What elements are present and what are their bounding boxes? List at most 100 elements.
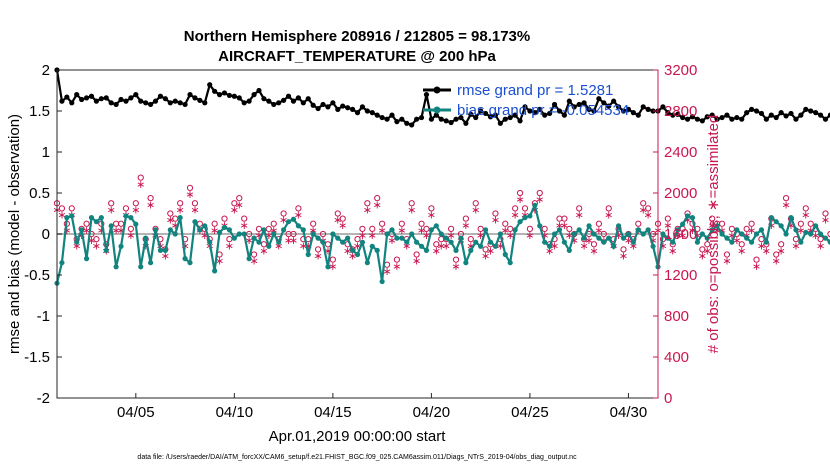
rmse-point [310,102,316,108]
bias-point [246,256,252,262]
obs-assimilated-marker: ∗ [146,199,155,211]
bias-point [64,215,70,221]
bias-point [478,243,484,249]
rmse-point [753,108,760,114]
rmse-point [763,116,769,122]
obs-assimilated-marker: ∗ [378,225,387,237]
obs-possible-marker [718,220,726,227]
obs-assimilated-marker: ∗ [274,240,283,252]
rmse-point [251,92,257,98]
bias-point [788,215,794,221]
obs-possible-marker [58,205,66,212]
bias-point [197,227,203,233]
bias-point [793,227,799,233]
obs-assimilated-marker: ∗ [249,256,258,268]
obs-possible-marker [186,184,194,191]
obs-assimilated-marker: ∗ [545,245,554,257]
obs-possible-marker [467,236,474,243]
rmse-point [335,106,341,112]
obs-assimilated-marker: ∗ [112,225,121,237]
obs-possible-marker [797,220,804,227]
rmse-point [300,100,306,106]
rmse-point [615,104,622,110]
bias-point [103,247,109,253]
bias-point [502,251,508,258]
bias-point [748,239,755,245]
obs-assimilated-marker: ∗ [333,215,342,227]
rmse-point [808,108,814,114]
obs-assimilated-marker: ∗ [240,220,249,232]
obs-assimilated-marker: ∗ [382,266,391,278]
rmse-point [320,101,326,108]
rmse-point [473,114,479,121]
bias-point [216,229,223,235]
obs-possible-marker [418,220,425,227]
rmse-point [138,98,144,104]
bias-point [359,239,366,245]
obs-assimilated-marker: ∗ [368,230,377,242]
rmse-point [596,96,602,102]
x-tick-label: 04/30 [610,404,648,421]
obs-assimilated-marker: ∗ [126,230,135,242]
bias-point [507,260,513,266]
y-axis-label-right: # of obs: o=possible; ∗=assimilated [705,115,722,354]
bias-point [719,231,725,237]
obs-possible-marker [526,225,534,232]
bias-point [448,239,454,245]
obs-assimilated-marker: ∗ [703,245,712,257]
obs-assimilated-marker: ∗ [245,235,254,247]
obs-assimilated-marker: ∗ [190,204,199,216]
obs-possible-marker [398,220,405,227]
obs-assimilated-marker: ∗ [230,204,239,216]
obs-assimilated-marker: ∗ [821,215,830,227]
bias-point [256,239,262,245]
bias-point [409,231,415,237]
obs-assimilated-marker: ∗ [762,245,771,257]
x-tick-label: 04/20 [413,404,451,421]
rmse-point [571,104,577,110]
obs-assimilated-marker: ∗ [614,230,623,242]
rmse-point [182,101,188,108]
bias-point [128,215,134,221]
obs-assimilated-marker: ∗ [387,235,396,247]
obs-possible-marker [132,200,139,207]
rmse-point [428,116,434,122]
obs-assimilated-marker: ∗ [747,225,756,237]
obs-assimilated-marker: ∗ [136,179,145,191]
rmse-point [492,112,499,118]
rmse-point [744,110,750,116]
obs-assimilated-marker: ∗ [717,225,726,237]
rmse-point [680,114,686,121]
rmse-point [197,97,203,103]
rmse-point [817,112,824,118]
bias-point [709,227,715,233]
bias-point [369,243,375,249]
obs-assimilated-marker: ∗ [304,240,313,252]
obs-possible-marker [753,256,760,263]
rmse-point [374,112,380,118]
obs-possible-marker [452,256,460,263]
bias-point [226,227,233,233]
rmse-point [704,114,710,120]
bias-point [566,247,572,253]
bias-point [364,260,370,266]
rmse-point [192,95,198,101]
obs-assimilated-marker: ∗ [658,240,667,252]
rmse-point [433,112,439,118]
legend-rmse-label: rmse grand pr = 1.5281 [457,82,613,99]
obs-possible-marker [802,205,809,212]
rmse-point [758,110,765,117]
rmse-point [813,110,819,116]
bias-point [645,227,651,233]
rmse-point [601,100,607,106]
rmse-point [635,112,641,118]
obs-assimilated-marker: ∗ [422,230,431,242]
rmse-point [93,98,100,104]
rmse-point [147,101,154,108]
obs-possible-marker [379,220,386,227]
obs-assimilated-marker: ∗ [446,230,455,242]
bias-point [349,247,356,253]
bias-point [704,235,710,241]
obs-assimilated-marker: ∗ [806,225,815,237]
obs-possible-marker [221,215,228,222]
